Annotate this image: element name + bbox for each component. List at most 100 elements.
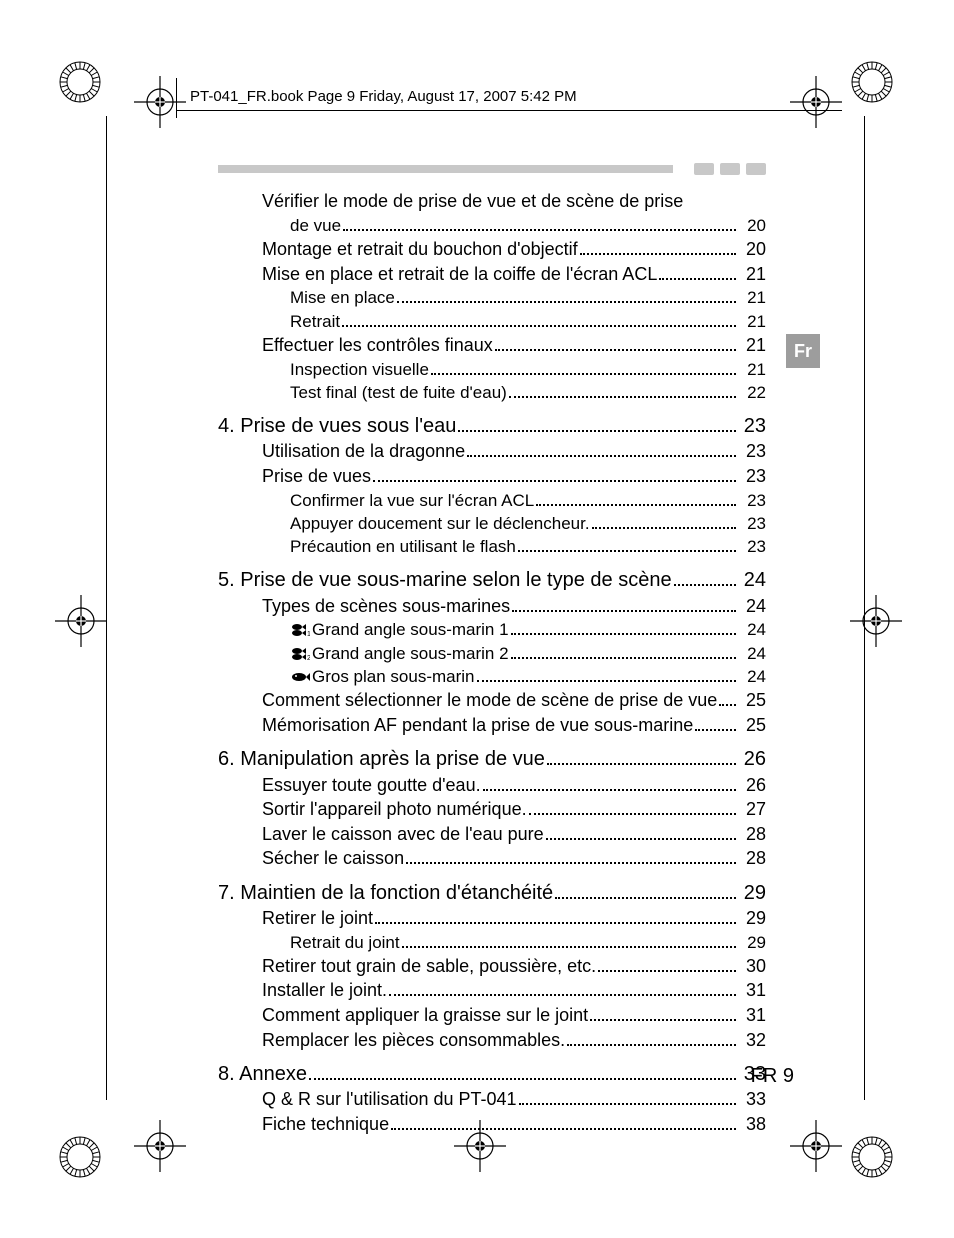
toc-leader-dots (567, 1027, 736, 1045)
toc-label: 4. Prise de vues sous l'eau (218, 413, 456, 439)
toc-leader-dots (467, 439, 736, 457)
toc-leader-dots (659, 261, 736, 279)
toc-label: Appuyer doucement sur le déclencheur. (290, 513, 590, 535)
toc-label: 8. Annexe (218, 1061, 307, 1087)
accent-bar (218, 165, 673, 173)
toc-leader-dots (695, 713, 736, 731)
toc-page: 24 (738, 619, 766, 641)
toc-page: 23 (738, 536, 766, 558)
toc-page: 28 (738, 823, 766, 846)
toc-label: 7. Maintien de la fonction d'étanchéité (218, 880, 553, 906)
toc-label: Comment sélectionner le mode de scène de… (262, 689, 717, 712)
toc-page: 22 (738, 382, 766, 404)
toc-leader-dots (402, 930, 736, 947)
toc-page: 26 (738, 774, 766, 797)
toc-leader-dots (547, 745, 736, 765)
toc-entry: 7. Maintien de la fonction d'étanchéité 2… (218, 879, 766, 906)
language-tab: Fr (786, 334, 820, 368)
toc-label: Essuyer toute goutte d'eau. (262, 774, 481, 797)
toc-leader-dots (590, 1003, 736, 1021)
toc-label: Test final (test de fuite d'eau) (290, 382, 507, 404)
toc-entry: Sortir l'appareil photo numérique.27 (262, 797, 766, 822)
toc-entry: Précaution en utilisant le flash 23 (290, 535, 766, 558)
accent-tab (694, 163, 714, 175)
toc-page: 23 (738, 413, 766, 439)
crop-guide-line (106, 116, 107, 1100)
toc-entry: Test final (test de fuite d'eau) 22 (290, 381, 766, 404)
toc-entry: Vérifier le mode de prise de vue et de s… (262, 190, 766, 213)
toc-label: Fiche technique (262, 1113, 389, 1136)
toc-leader-dots (719, 688, 736, 706)
toc-leader-dots (375, 906, 736, 924)
toc-label: 5. Prise de vue sous-marine selon le typ… (218, 567, 672, 593)
toc-label: Comment appliquer la graisse sur le join… (262, 1004, 588, 1027)
toc-entry: Types de scènes sous-marines 24 (262, 593, 766, 618)
crop-guide-line (864, 116, 865, 1100)
toc-label: Utilisation de la dragonne (262, 440, 465, 463)
page-number: FR 9 (751, 1065, 794, 1088)
toc-page: 23 (738, 490, 766, 512)
toc-label: Mémorisation AF pendant la prise de vue … (262, 714, 693, 737)
toc-entry: Sécher le caisson 28 (262, 846, 766, 871)
toc-entry: Mémorisation AF pendant la prise de vue … (262, 713, 766, 738)
toc-label: Sortir l'appareil photo numérique. (262, 798, 527, 821)
toc-label: Sécher le caisson (262, 847, 404, 870)
toc-leader-dots (529, 797, 736, 815)
toc-label: Inspection visuelle (290, 359, 429, 381)
toc-leader-dots (674, 566, 736, 586)
toc-leader-dots (406, 846, 736, 864)
crop-cross-icon (790, 76, 842, 128)
toc-label: Types de scènes sous-marines (262, 595, 510, 618)
toc-page: 24 (738, 666, 766, 688)
toc-entry: Montage et retrait du bouchon d'objectif… (262, 237, 766, 262)
toc-leader-dots (518, 535, 736, 552)
toc-label: Confirmer la vue sur l'écran ACL (290, 490, 534, 512)
toc-label: Gros plan sous-marin (312, 666, 475, 688)
toc-label: Effectuer les contrôles finaux (262, 334, 493, 357)
toc-label: Retrait du joint (290, 932, 400, 954)
toc-entry: Utilisation de la dragonne23 (262, 439, 766, 464)
crop-cross-icon (134, 1120, 186, 1172)
toc-page: 24 (738, 595, 766, 618)
toc-label: 6. Manipulation après la prise de vue (218, 746, 545, 772)
toc-leader-dots (343, 213, 736, 230)
toc-label: Grand angle sous-marin 1 (312, 619, 509, 641)
toc-entry-continuation: de vue20 (290, 213, 766, 236)
toc-page: 25 (738, 714, 766, 737)
toc-leader-dots (397, 286, 736, 303)
toc-label: Précaution en utilisant le flash (290, 536, 516, 558)
toc-entry: Prise de vues23 (262, 464, 766, 489)
toc-page: 21 (738, 287, 766, 309)
toc-entry: Confirmer la vue sur l'écran ACL 23 (290, 488, 766, 511)
toc-page: 29 (738, 880, 766, 906)
toc-leader-dots (309, 1060, 736, 1080)
toc-page: 23 (738, 513, 766, 535)
toc-page: 23 (738, 465, 766, 488)
toc-page: 32 (738, 1029, 766, 1052)
toc-entry: Retrait21 (290, 309, 766, 332)
toc-label: Installer le joint. (262, 979, 387, 1002)
toc-entry: Retirer tout grain de sable, poussière, … (262, 954, 766, 979)
toc-entry: 5. Prise de vue sous-marine selon le typ… (218, 566, 766, 593)
toc-entry: 8. Annexe33 (218, 1060, 766, 1087)
svg-text:1: 1 (307, 631, 310, 637)
toc-label: Laver le caisson avec de l'eau pure (262, 823, 544, 846)
macro-icon (290, 666, 312, 688)
toc-leader-dots (592, 512, 736, 529)
toc-leader-dots (373, 464, 736, 482)
toc-entry: 2Grand angle sous-marin 224 (290, 641, 766, 664)
toc-label: Q & R sur l'utilisation du PT-041 (262, 1088, 517, 1111)
toc-entry: Installer le joint.31 (262, 978, 766, 1003)
toc-leader-dots (512, 593, 736, 611)
toc-page: 31 (738, 1004, 766, 1027)
toc-entry: Gros plan sous-marin 24 (290, 665, 766, 688)
toc-page: 21 (738, 311, 766, 333)
toc-entry: Comment sélectionner le mode de scène de… (262, 688, 766, 713)
svg-text:2: 2 (307, 655, 310, 661)
crop-rosette-icon (58, 1135, 102, 1179)
toc-leader-dots (536, 488, 736, 505)
table-of-contents: Vérifier le mode de prise de vue et de s… (218, 190, 766, 1136)
toc-entry: 6. Manipulation après la prise de vue 26 (218, 745, 766, 772)
toc-page: 28 (738, 847, 766, 870)
toc-page: 26 (738, 746, 766, 772)
